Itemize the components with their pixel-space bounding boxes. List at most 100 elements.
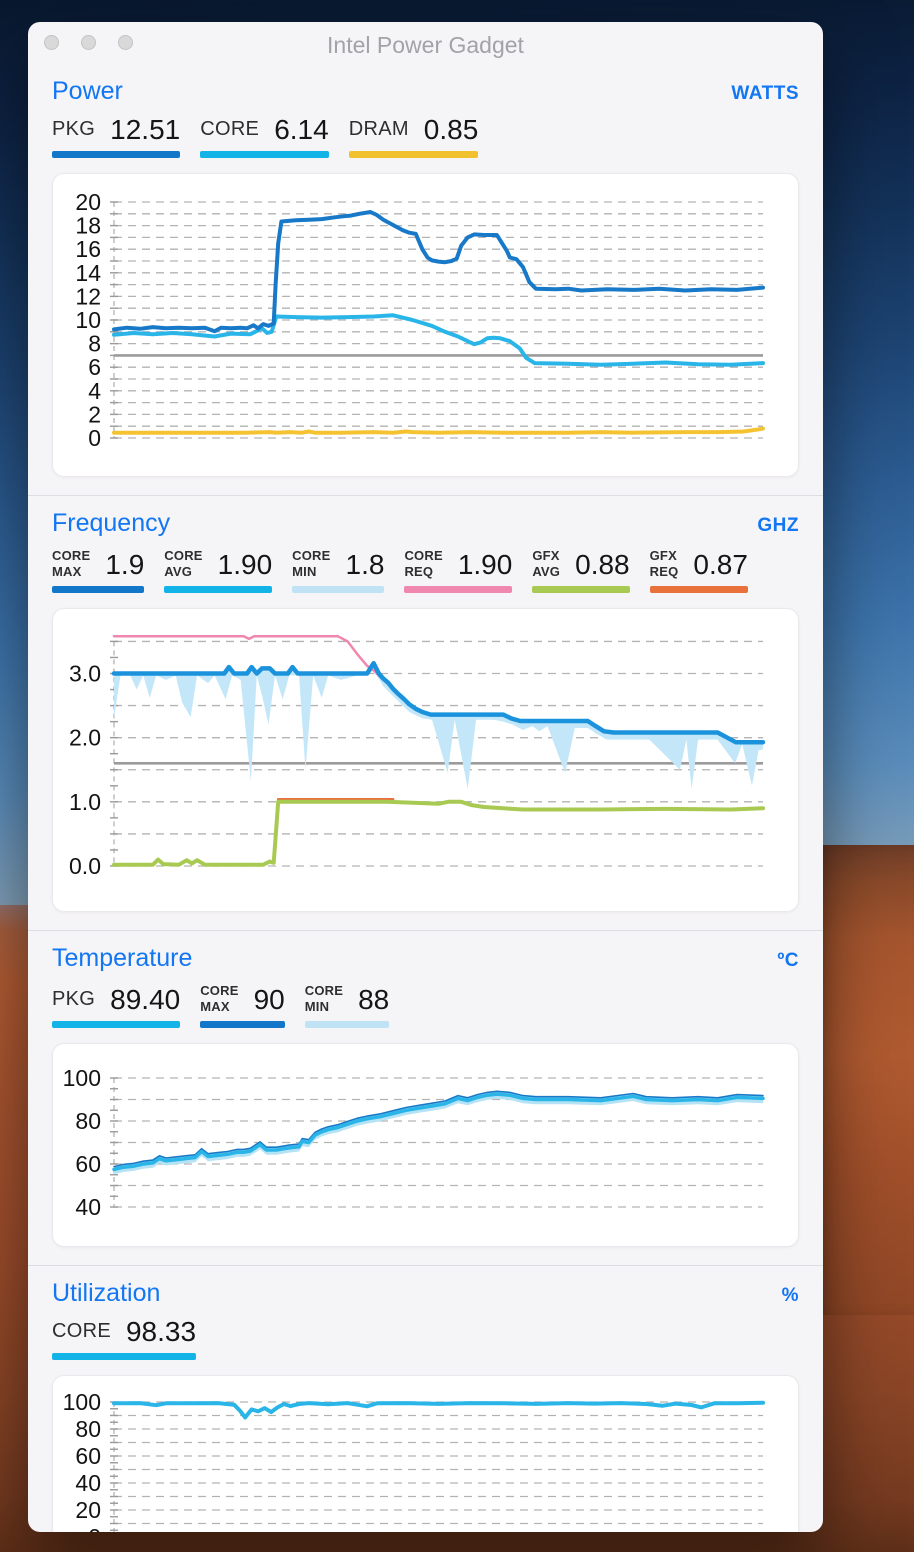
stat-value: 1.8	[345, 549, 385, 581]
traffic-lights	[44, 35, 133, 50]
frequency-stats-row: CORE MAX 1.9 CORE AVG 1.90 CORE MIN 1.8 CORE REQ 1.…	[52, 548, 799, 594]
svg-text:80: 80	[75, 1108, 101, 1134]
svg-text:40: 40	[75, 1194, 101, 1220]
stat-color-bar	[52, 151, 181, 158]
section-temperature: Temperature ºC PKG 89.40 CORE MAX 90 CORE MIN 8…	[28, 944, 823, 1248]
stat-label: PKG	[52, 118, 96, 140]
svg-text:18: 18	[75, 213, 101, 239]
svg-text:0: 0	[88, 1524, 101, 1532]
svg-text:2: 2	[88, 401, 101, 427]
stat-color-bar	[164, 586, 273, 594]
stat-value: 0.85	[423, 114, 479, 145]
stat-value: 88	[358, 984, 390, 1016]
svg-text:80: 80	[75, 1416, 101, 1442]
utilization-section-title: Utilization	[52, 1279, 161, 1308]
frequency-unit-label: GHZ	[757, 515, 799, 536]
temperature-chart: 40 60 80 100	[63, 1065, 765, 1220]
utilization-stats-row: CORE 98.33	[52, 1316, 799, 1361]
section-divider	[28, 930, 823, 932]
stat-color-bar	[200, 1021, 285, 1029]
temperature-stats-row: PKG 89.40 CORE MAX 90 CORE MIN 88	[52, 983, 799, 1029]
frequency-section-title: Frequency	[52, 509, 171, 537]
svg-text:12: 12	[75, 283, 101, 309]
stat-color-bar	[52, 586, 145, 594]
wallpaper-rock-butte	[818, 845, 914, 1315]
svg-text:6: 6	[88, 354, 101, 380]
stat-color-bar	[404, 586, 513, 594]
stat-value: 0.88	[575, 549, 630, 581]
section-utilization: Utilization % CORE 98.33 020406080100	[28, 1279, 823, 1532]
svg-text:1.0: 1.0	[69, 789, 101, 815]
utilization-chart: 020406080100	[63, 1389, 765, 1532]
stat-label: GFX REQ	[649, 548, 679, 579]
stat-power-PKG: PKG 12.51	[52, 114, 181, 158]
stat-color-bar	[532, 586, 630, 594]
svg-text:2.0: 2.0	[69, 725, 101, 751]
close-button[interactable]	[44, 35, 59, 50]
stat-label: PKG	[52, 988, 96, 1011]
titlebar[interactable]: Intel Power Gadget	[28, 22, 823, 64]
stat-label: CORE	[200, 118, 260, 140]
svg-text:14: 14	[75, 260, 101, 286]
svg-text:100: 100	[63, 1389, 101, 1415]
section-divider	[28, 1265, 823, 1267]
stat-frequency-CORE-MIN: CORE MIN 1.8	[292, 548, 385, 594]
power-section-title: Power	[52, 77, 123, 105]
stat-label: DRAM	[348, 118, 409, 140]
stat-color-bar	[649, 586, 748, 594]
stat-temperature-PKG: PKG 89.40	[52, 984, 181, 1029]
stat-value: 1.9	[105, 549, 145, 581]
stat-frequency-GFX-REQ: GFX REQ 0.87	[649, 548, 748, 594]
stat-value: 90	[253, 984, 285, 1016]
stat-power-CORE: CORE 6.14	[200, 114, 329, 158]
stat-utilization-CORE: CORE 98.33	[52, 1316, 197, 1361]
svg-text:16: 16	[75, 236, 101, 262]
stat-label: CORE AVG	[164, 548, 203, 579]
temperature-chart-card: 40 60 80 100	[52, 1043, 799, 1248]
stat-frequency-CORE-REQ: CORE REQ 1.90	[404, 548, 513, 594]
svg-text:40: 40	[75, 1470, 101, 1496]
stat-label: CORE REQ	[404, 548, 443, 579]
stat-color-bar	[348, 151, 479, 158]
power-chart-card: 0 2 4 6 8 10 12 14 16 18 20	[52, 173, 799, 477]
svg-text:20: 20	[75, 1497, 101, 1523]
stat-temperature-CORE-MIN: CORE MIN 88	[304, 983, 390, 1029]
stat-value: 1.90	[217, 549, 273, 581]
stat-power-DRAM: DRAM 0.85	[348, 114, 479, 158]
power-unit-label: WATTS	[731, 83, 799, 104]
svg-text:10: 10	[75, 307, 101, 333]
svg-text:3.0: 3.0	[69, 661, 101, 687]
svg-text:4: 4	[88, 378, 101, 404]
utilization-unit-label: %	[781, 1285, 799, 1307]
stat-color-bar	[304, 1021, 390, 1029]
section-divider	[28, 495, 823, 496]
frequency-chart: 0.0 1.0 2.0 3.0	[69, 635, 766, 879]
stat-value: 1.90	[457, 549, 513, 581]
section-frequency: Frequency GHZ CORE MAX 1.9 CORE AVG 1.90 CORE M…	[28, 509, 823, 913]
stat-value: 89.40	[110, 984, 181, 1016]
stat-color-bar	[52, 1353, 197, 1361]
stat-value: 98.33	[125, 1316, 197, 1348]
window-title: Intel Power Gadget	[327, 32, 524, 58]
stat-color-bar	[292, 586, 385, 594]
stat-color-bar	[200, 151, 329, 158]
stat-value: 12.51	[110, 114, 181, 145]
temperature-unit-label: ºC	[777, 950, 799, 972]
temperature-section-title: Temperature	[52, 944, 193, 973]
svg-text:60: 60	[75, 1151, 101, 1177]
power-stats-row: PKG 12.51 CORE 6.14 DRAM 0.85	[52, 116, 799, 158]
minimize-button[interactable]	[81, 35, 96, 50]
stat-label: GFX AVG	[532, 548, 561, 579]
stat-value: 6.14	[274, 114, 329, 145]
app-window: Intel Power Gadget Power WATTS PKG 12.51 C…	[28, 22, 823, 1532]
stat-label: CORE MAX	[52, 548, 91, 579]
stat-label: CORE MIN	[292, 548, 331, 579]
stat-frequency-CORE-AVG: CORE AVG 1.90	[164, 548, 273, 594]
stat-temperature-CORE-MAX: CORE MAX 90	[200, 983, 285, 1029]
zoom-button[interactable]	[118, 35, 133, 50]
stat-label: CORE	[52, 1320, 111, 1343]
stat-color-bar	[52, 1021, 181, 1029]
svg-text:20: 20	[75, 189, 101, 215]
